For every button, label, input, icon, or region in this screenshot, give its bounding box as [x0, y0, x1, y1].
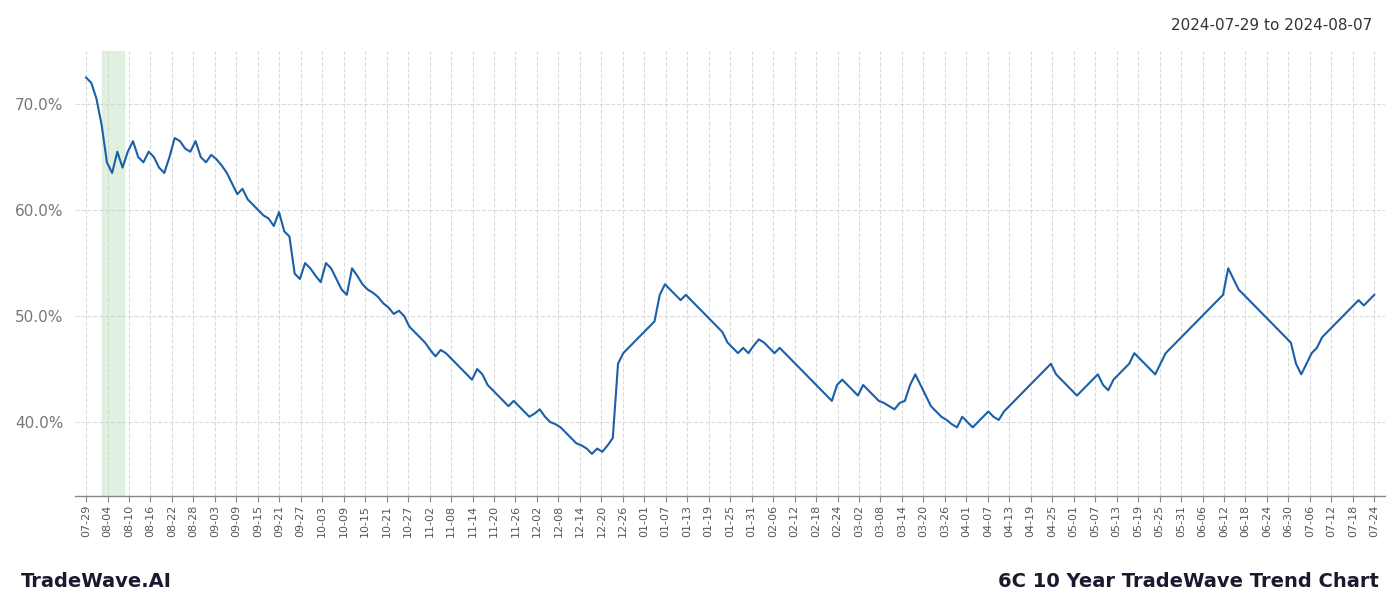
Text: TradeWave.AI: TradeWave.AI: [21, 572, 172, 591]
Bar: [102, 51, 123, 496]
Text: 2024-07-29 to 2024-08-07: 2024-07-29 to 2024-08-07: [1170, 18, 1372, 33]
Text: 6C 10 Year TradeWave Trend Chart: 6C 10 Year TradeWave Trend Chart: [998, 572, 1379, 591]
